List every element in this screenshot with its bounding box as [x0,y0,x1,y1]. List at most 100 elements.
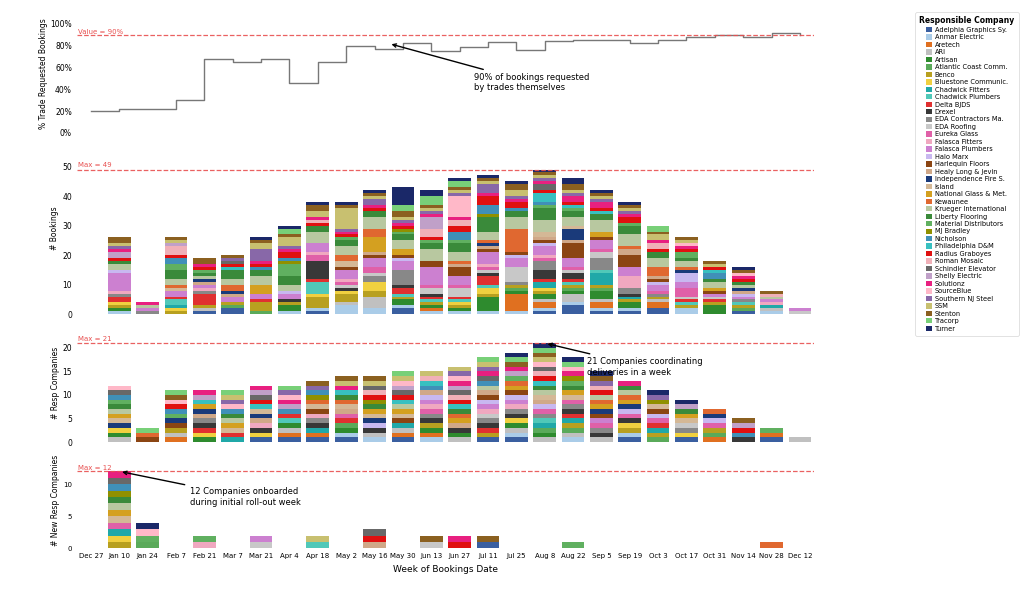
Bar [703,414,726,419]
Bar [760,311,783,315]
Bar [108,409,131,414]
Bar [647,231,670,235]
Bar [476,376,500,381]
Bar [221,267,244,270]
Bar [505,367,527,371]
Bar [108,529,131,536]
Bar [250,438,272,442]
Bar [647,428,670,433]
Bar [562,362,585,367]
Bar [420,414,442,419]
Bar [364,255,386,258]
Bar [108,291,131,293]
Bar [250,399,272,404]
Bar [476,217,500,231]
Bar [165,246,187,255]
Bar [449,390,471,395]
Bar [306,222,329,225]
Bar [250,299,272,302]
Bar [647,279,670,282]
Bar [165,404,187,409]
Bar [279,302,301,305]
Bar [364,419,386,423]
Bar [194,395,216,399]
Bar [618,249,641,255]
Bar [562,358,585,362]
Bar [420,438,442,442]
Bar [335,390,357,395]
Bar [618,423,641,428]
Bar [647,293,670,296]
Bar [449,261,471,264]
Bar [279,438,301,442]
Bar [194,288,216,291]
Bar [449,399,471,404]
Bar [364,211,386,217]
Bar [194,264,216,267]
Bar [562,390,585,395]
Bar [165,285,187,288]
Bar [306,244,329,252]
Bar [476,241,500,244]
Bar [279,399,301,404]
Bar [647,252,670,258]
Bar [760,438,783,442]
Bar [391,296,415,299]
Bar [618,438,641,442]
Bar [136,438,159,442]
Bar [505,196,527,199]
Bar [364,196,386,199]
Bar [108,523,131,529]
Bar [618,433,641,438]
Bar [306,252,329,255]
Bar [306,438,329,442]
Bar [562,404,585,409]
Bar [476,196,500,205]
Bar [534,381,556,385]
Bar [364,258,386,267]
Bar [250,276,272,285]
Bar [534,205,556,208]
Bar [391,409,415,414]
Bar [306,211,329,217]
Bar [420,311,442,315]
Bar [505,228,527,252]
Bar [165,291,187,296]
Bar [420,267,442,285]
Bar [108,249,131,252]
Bar [647,419,670,423]
Bar [221,293,244,296]
Bar [108,246,131,249]
Bar [306,279,329,282]
Bar [364,238,386,252]
Bar [391,395,415,399]
Bar [618,302,641,308]
Bar [590,428,612,433]
Bar [420,244,442,249]
Bar [505,293,527,311]
Bar [590,211,612,214]
Bar [165,395,187,399]
Bar [534,184,556,190]
Bar [165,438,187,442]
Bar [534,244,556,246]
Bar [675,282,697,288]
Text: Max = 21: Max = 21 [78,336,112,342]
Bar [647,308,670,315]
Bar [335,288,357,291]
Bar [449,414,471,419]
Bar [562,428,585,433]
Bar [675,305,697,308]
Bar [391,385,415,390]
Bar [165,258,187,264]
Bar [194,282,216,285]
Bar [364,276,386,282]
Bar [703,288,726,291]
Bar [590,302,612,308]
Bar [590,433,612,438]
Bar [562,184,585,190]
Bar [562,399,585,404]
Bar [476,542,500,548]
Bar [306,308,329,311]
Bar [420,208,442,211]
